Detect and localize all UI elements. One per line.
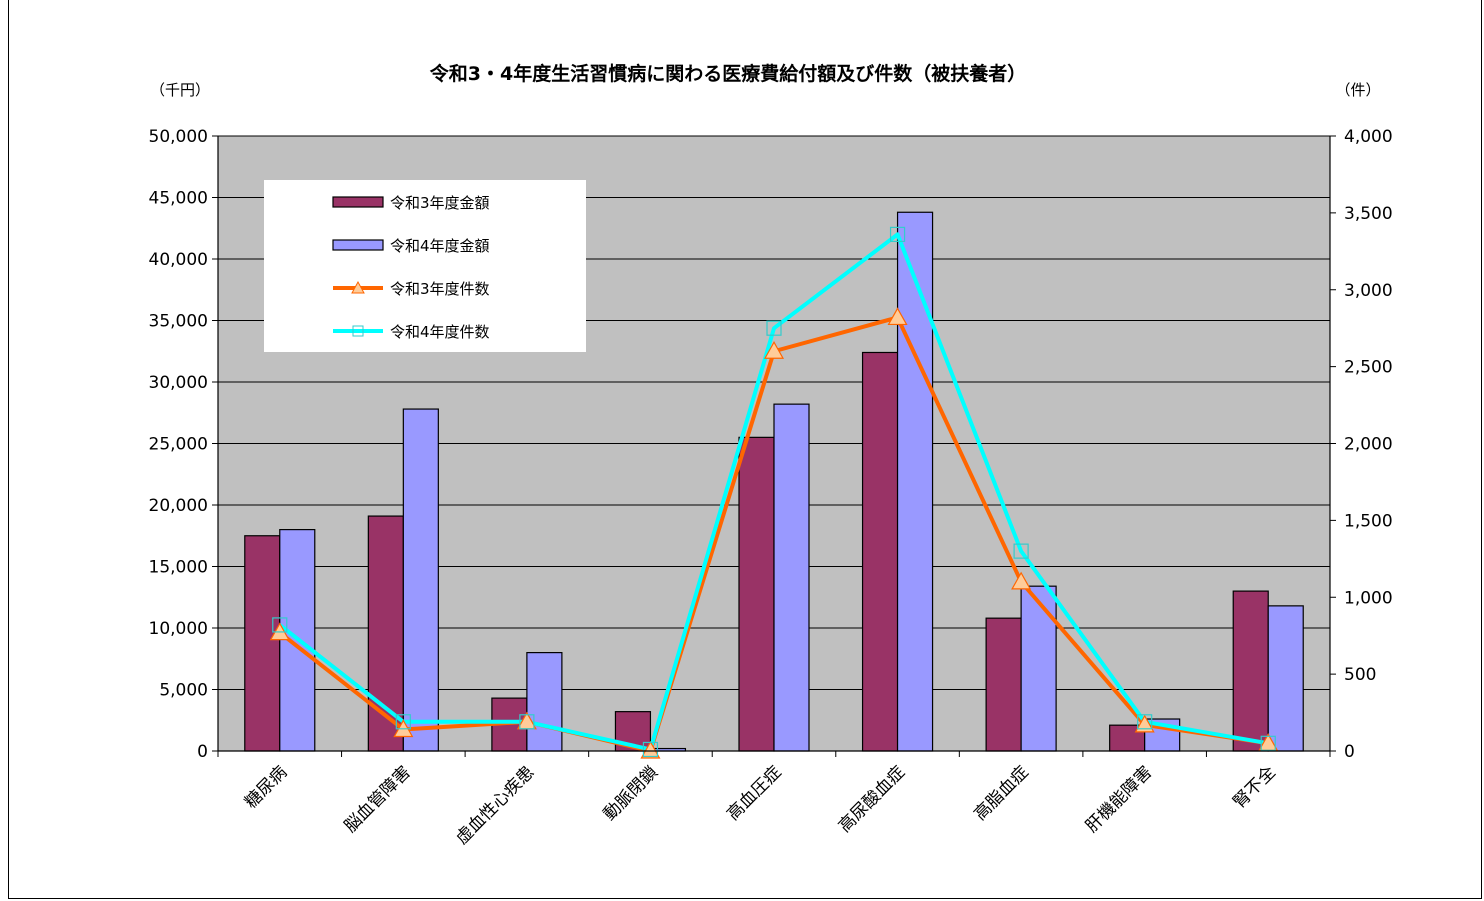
bar-1-高血圧症	[738, 436, 775, 752]
bar-2-腎不全	[1267, 605, 1304, 752]
bar-2-高血圧症	[773, 403, 810, 752]
bar-2-高尿酸血症	[896, 211, 934, 752]
x-category-label: 虚血性心疾患	[452, 762, 538, 848]
marker-square-腎不全	[1260, 735, 1276, 751]
bars-group	[244, 211, 1304, 752]
x-category-label: 糖尿病	[241, 762, 291, 812]
y-right-tick-label: 3,000	[1344, 281, 1393, 301]
marker-triangle-動脈閉鎖	[640, 740, 661, 759]
x-category-label: 脳血管障害	[341, 762, 415, 836]
legend-box	[264, 180, 586, 352]
marker-square-虚血性心疾患	[519, 714, 535, 730]
y-right-tick-label: 4,000	[1344, 127, 1393, 147]
x-category-label: 高脂血症	[970, 762, 1032, 824]
bar-2-高脂血症	[1020, 585, 1057, 752]
marker-triangle-高脂血症	[1011, 571, 1032, 590]
y-left-tick-label: 30,000	[149, 373, 208, 393]
axes-group	[212, 135, 1336, 757]
bar-2-脳血管障害	[402, 408, 439, 752]
y-left-tick-label: 40,000	[149, 250, 208, 270]
y-left-tick-label: 15,000	[149, 558, 208, 578]
y-right-tick-label: 1,000	[1344, 588, 1393, 608]
x-category-labels: 糖尿病 脳血管障害 虚血性心疾患 動脈閉鎖 高血圧症 高尿酸血症 高脂血症 肝機能障害 腎不全	[241, 762, 1280, 848]
marker-square-高血圧症	[766, 320, 782, 336]
y-right-tick-label: 1,500	[1344, 511, 1393, 531]
x-category-label: 腎不全	[1230, 762, 1280, 812]
bar-1-高尿酸血症	[861, 351, 899, 752]
y-right-tick-label: 500	[1344, 665, 1376, 685]
legend-label: 令和4年度金額	[390, 237, 490, 255]
y-right-tick-label: 0	[1344, 742, 1355, 762]
y-right-tick-label: 2,000	[1344, 435, 1393, 455]
legend-marker-square	[352, 325, 364, 337]
y-left-tick-label: 20,000	[149, 496, 208, 516]
legend-marker-triangle	[351, 280, 365, 294]
y-left-axis-unit: （千円）	[150, 81, 210, 99]
x-category-label: 動脈閉鎖	[600, 762, 662, 824]
y-left-tick-label: 45,000	[149, 189, 208, 209]
chart-title: 令和3・4年度生活習慣病に関わる医療費給付額及び件数（被扶養者）	[430, 62, 1026, 85]
y-left-tick-label: 50,000	[149, 127, 208, 147]
marker-triangle-肝機能障害	[1134, 714, 1155, 733]
x-category-label: 肝機能障害	[1082, 762, 1156, 836]
y-right-tick-label: 2,500	[1344, 358, 1393, 378]
y-left-tick-label: 0	[197, 742, 208, 762]
bar-2-虚血性心疾患	[526, 651, 563, 752]
bar-1-腎不全	[1232, 590, 1269, 752]
y-right-tick-labels: 0 500 1,000 1,500 2,000 2,500 3,000 3,500 4,000	[1344, 127, 1393, 762]
y-right-tick-label: 3,500	[1344, 204, 1393, 224]
marker-triangle-高尿酸血症	[887, 307, 908, 326]
legend-swatch-bar	[332, 196, 384, 208]
bar-1-糖尿病	[244, 535, 281, 752]
y-left-tick-label: 35,000	[149, 312, 208, 332]
legend-label: 令和3年度金額	[390, 194, 490, 212]
legend-swatch-bar	[332, 239, 384, 251]
y-left-tick-label: 25,000	[149, 435, 208, 455]
legend-label: 令和3年度件数	[390, 280, 490, 298]
marker-square-高尿酸血症	[889, 226, 906, 242]
marker-square-脳血管障害	[395, 714, 411, 730]
line-series-2	[278, 232, 1269, 752]
x-category-label: 高血圧症	[723, 762, 785, 824]
marker-square-糖尿病	[272, 617, 288, 633]
legend-label: 令和4年度件数	[390, 323, 490, 341]
marker-square-動脈閉鎖	[642, 741, 659, 758]
y-left-tick-label: 5,000	[159, 681, 208, 701]
marker-triangle-高血圧症	[763, 341, 785, 359]
lines-group	[269, 226, 1279, 759]
marker-square-高脂血症	[1013, 543, 1029, 559]
x-category-label: 高尿酸血症	[835, 762, 909, 836]
y-right-axis-unit: （件）	[1335, 81, 1380, 99]
chart-frame	[8, 0, 1482, 899]
y-left-tick-labels: 0 5,000 10,000 15,000 20,000 25,000 30,000 35,0…	[149, 127, 208, 762]
y-left-tick-label: 10,000	[149, 619, 208, 639]
marker-square-肝機能障害	[1137, 714, 1153, 730]
bar-1-高脂血症	[985, 617, 1022, 752]
